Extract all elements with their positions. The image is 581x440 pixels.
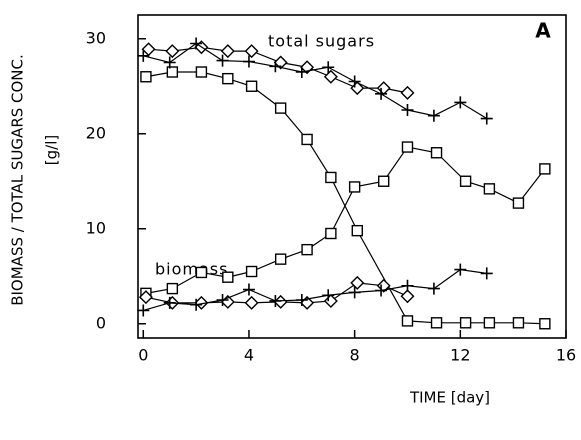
marker bbox=[141, 42, 156, 57]
marker bbox=[401, 141, 414, 153]
panel-label: A bbox=[535, 19, 551, 43]
y-tick-label: 0 bbox=[96, 313, 106, 332]
marker bbox=[483, 317, 496, 329]
marker bbox=[400, 85, 415, 100]
marker bbox=[195, 266, 208, 279]
y-axis-title: BIOMASS / TOTAL SUGARS CONC. bbox=[9, 54, 27, 306]
marker bbox=[245, 80, 258, 92]
marker bbox=[165, 44, 180, 59]
x-axis-title: TIME [day] bbox=[409, 389, 490, 407]
y-axis-unit: [g/l] bbox=[43, 135, 61, 165]
marker bbox=[430, 317, 443, 329]
marker bbox=[376, 81, 391, 96]
marker bbox=[190, 298, 203, 311]
marker bbox=[163, 296, 176, 309]
marker bbox=[137, 49, 150, 62]
marker bbox=[222, 72, 234, 85]
marker bbox=[242, 55, 255, 68]
marker bbox=[401, 315, 414, 327]
marker bbox=[454, 263, 467, 276]
marker bbox=[220, 44, 235, 59]
marker bbox=[351, 224, 363, 237]
marker bbox=[480, 267, 493, 280]
marker bbox=[194, 295, 209, 310]
y-tick-label: 10 bbox=[86, 218, 106, 237]
marker bbox=[512, 197, 525, 209]
marker bbox=[378, 175, 390, 187]
x-tick-label: 16 bbox=[556, 346, 576, 365]
marker bbox=[539, 318, 551, 330]
marker bbox=[195, 66, 208, 78]
marker bbox=[401, 104, 414, 116]
x-tick-label: 12 bbox=[450, 346, 470, 365]
marker bbox=[273, 294, 288, 309]
marker bbox=[301, 133, 313, 146]
marker bbox=[322, 289, 335, 302]
marker bbox=[539, 163, 551, 175]
marker bbox=[325, 171, 337, 184]
series-line bbox=[145, 71, 545, 325]
series-line bbox=[143, 42, 488, 120]
marker bbox=[323, 69, 338, 84]
marker bbox=[244, 44, 259, 59]
y-tick-label: 30 bbox=[86, 28, 106, 47]
marker bbox=[348, 181, 361, 193]
series-line bbox=[148, 46, 408, 94]
marker bbox=[274, 253, 287, 265]
marker bbox=[459, 175, 472, 187]
marker bbox=[400, 289, 415, 304]
marker bbox=[350, 81, 365, 96]
marker bbox=[244, 295, 259, 310]
marker bbox=[348, 75, 361, 88]
marker bbox=[242, 283, 255, 296]
marker bbox=[480, 112, 493, 125]
marker bbox=[216, 294, 229, 306]
marker bbox=[430, 147, 443, 159]
marker bbox=[301, 243, 313, 256]
plot-frame bbox=[137, 14, 567, 339]
marker bbox=[323, 293, 338, 308]
marker bbox=[216, 54, 229, 67]
marker bbox=[190, 37, 203, 50]
marker bbox=[138, 290, 153, 305]
marker bbox=[322, 61, 335, 74]
marker bbox=[427, 109, 440, 122]
y-tick-label: 20 bbox=[86, 123, 106, 142]
marker bbox=[375, 87, 388, 100]
x-tick-label: 4 bbox=[244, 346, 254, 365]
marker bbox=[166, 66, 179, 78]
marker bbox=[348, 286, 361, 299]
annotation: total sugars bbox=[268, 32, 375, 51]
marker bbox=[140, 71, 152, 83]
marker bbox=[295, 294, 308, 306]
marker bbox=[163, 56, 176, 69]
marker bbox=[375, 284, 388, 297]
marker bbox=[427, 282, 440, 295]
marker bbox=[269, 294, 282, 307]
marker bbox=[137, 304, 150, 317]
marker bbox=[245, 265, 258, 278]
marker bbox=[166, 282, 179, 295]
marker bbox=[222, 271, 234, 283]
marker bbox=[295, 66, 308, 78]
x-tick-label: 8 bbox=[350, 346, 360, 365]
marker bbox=[483, 183, 496, 195]
marker bbox=[269, 60, 282, 73]
x-tick-label: 0 bbox=[138, 346, 148, 365]
marker bbox=[454, 96, 467, 109]
marker bbox=[274, 102, 287, 114]
marker bbox=[300, 295, 315, 310]
marker bbox=[459, 317, 472, 329]
marker bbox=[350, 275, 365, 290]
marker bbox=[512, 317, 525, 329]
marker bbox=[401, 279, 414, 292]
marker bbox=[325, 227, 337, 240]
series-line bbox=[145, 146, 546, 294]
